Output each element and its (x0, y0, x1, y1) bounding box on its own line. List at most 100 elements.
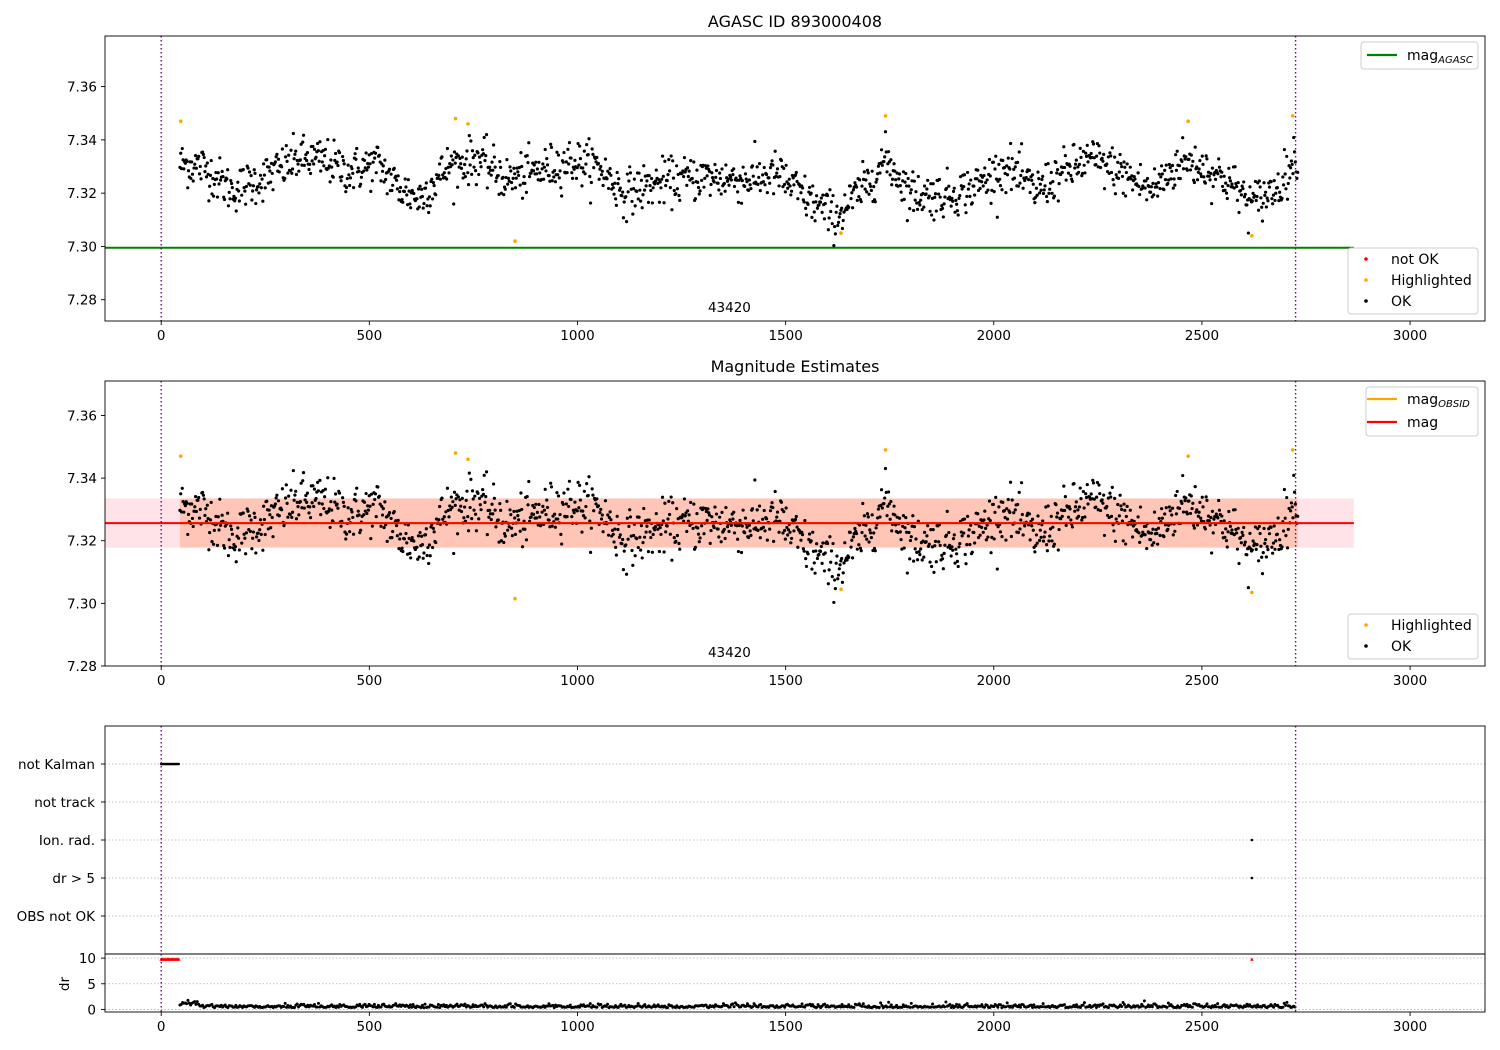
ok-point (576, 480, 580, 485)
ok-point (806, 202, 810, 206)
ok-point (1070, 525, 1075, 529)
ok-point (226, 553, 231, 558)
ok-point (1105, 504, 1109, 509)
ok-point (826, 582, 830, 586)
ok-point (482, 473, 486, 477)
ok-point (357, 513, 361, 517)
ok-point (1288, 176, 1292, 180)
ok-point (190, 172, 195, 176)
dr-point (407, 1005, 411, 1009)
ok-point (1217, 508, 1222, 512)
ok-point (295, 158, 299, 163)
ok-point (432, 183, 436, 188)
dr-point (732, 1005, 736, 1009)
ok-point (471, 156, 475, 160)
dr-point (463, 1002, 467, 1006)
dr-point (436, 1003, 440, 1007)
ok-point (732, 167, 736, 171)
ok-point (683, 514, 687, 518)
ok-point (333, 151, 338, 156)
ok-point (788, 530, 792, 534)
ok-point (831, 193, 835, 198)
ok-point (441, 517, 445, 521)
ok-point (1281, 175, 1285, 179)
ok-point (1147, 184, 1151, 189)
ok-point (972, 530, 976, 535)
ok-point (458, 498, 462, 502)
ok-point (1091, 481, 1096, 485)
ok-point (829, 200, 834, 204)
ok-point (628, 171, 633, 175)
ok-point (440, 155, 444, 159)
ok-point (578, 498, 583, 502)
y-tick-label: 7.36 (67, 408, 97, 424)
ok-point (511, 176, 515, 181)
ok-point (509, 526, 514, 530)
ok-point (244, 184, 249, 189)
legend-label: OK (1391, 639, 1412, 655)
y-tick-label: 7.32 (67, 534, 97, 550)
ok-point (693, 545, 697, 549)
ok-point (695, 512, 699, 516)
ok-point (907, 184, 911, 188)
ok-point (843, 541, 847, 545)
ok-point (650, 550, 654, 554)
ok-point (772, 539, 776, 543)
ok-point (273, 160, 277, 164)
ok-point (456, 495, 460, 499)
ok-point (611, 532, 615, 536)
ok-point (651, 532, 655, 537)
ok-point (751, 174, 755, 178)
ok-point (1248, 185, 1252, 189)
ok-point (601, 183, 605, 188)
ok-point (485, 532, 489, 537)
ok-point (369, 189, 373, 193)
ok-point (1278, 538, 1282, 542)
ok-point (591, 152, 595, 156)
chart-title: AGASC ID 893000408 (708, 12, 882, 31)
ok-point (958, 194, 962, 198)
ok-point (1253, 525, 1258, 529)
ok-point (555, 150, 559, 154)
ok-point (819, 196, 823, 200)
ok-point (716, 181, 720, 185)
ok-point (217, 528, 221, 532)
ok-point (283, 496, 288, 500)
ok-point (1211, 184, 1215, 189)
ok-point (552, 168, 557, 173)
ok-point (1246, 231, 1250, 235)
ok-point (1296, 514, 1300, 518)
ok-point (966, 187, 970, 191)
ok-point (596, 161, 600, 166)
ok-point (570, 515, 574, 519)
dr-point (983, 1005, 987, 1009)
ok-point (260, 177, 264, 181)
ok-point (1018, 527, 1022, 531)
dr-point (568, 1003, 572, 1007)
ok-point (902, 197, 906, 201)
ok-point (661, 174, 665, 178)
ok-point (1237, 210, 1241, 215)
ok-point (942, 551, 946, 555)
ok-point (1282, 147, 1286, 152)
ok-point (1261, 201, 1265, 205)
ok-point (746, 188, 751, 193)
ok-point (670, 208, 674, 212)
ok-point (405, 193, 409, 197)
ok-point (1270, 545, 1274, 549)
ok-point (1034, 544, 1038, 548)
ok-point (492, 496, 496, 500)
ok-point (767, 176, 771, 180)
ok-point (1260, 219, 1265, 223)
ok-point (1272, 524, 1276, 528)
ok-point (496, 518, 500, 522)
ok-point (1041, 539, 1046, 543)
ok-point (463, 519, 468, 523)
ok-point (772, 192, 776, 196)
ok-point (1170, 513, 1174, 517)
dr-point (1004, 1005, 1008, 1009)
ok-point (678, 198, 682, 202)
ok-point (640, 556, 644, 560)
